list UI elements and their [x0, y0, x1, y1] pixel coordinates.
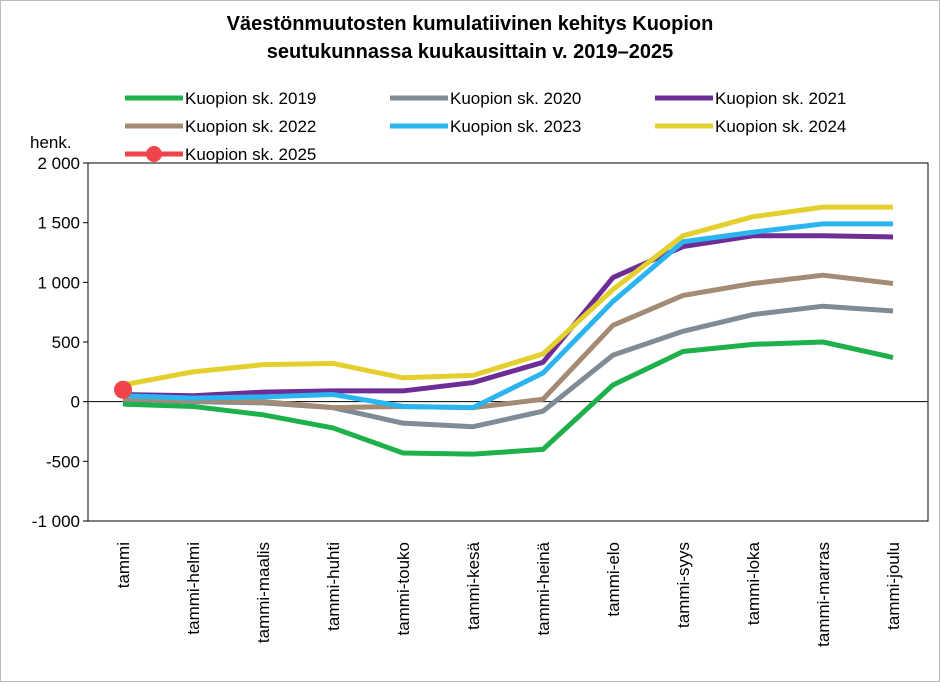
legend-label: Kuopion sk. 2022: [185, 117, 316, 136]
x-tick-label: tammi: [114, 542, 133, 588]
point-marker: [114, 380, 132, 399]
y-axis-label: henk.: [30, 133, 72, 152]
x-tick-label: tammi-elo: [604, 542, 623, 617]
chart-title: Väestönmuutosten kumulatiivinen kehitys …: [227, 13, 714, 35]
x-tick-label: tammi-helmi: [184, 542, 203, 635]
legend-label: Kuopion sk. 2023: [450, 117, 581, 136]
legend-label: Kuopion sk. 2020: [450, 89, 581, 108]
y-tick-label: 0: [71, 393, 80, 412]
series-line: [122, 339, 894, 457]
series-line: [122, 233, 894, 399]
x-tick-label: tammi-touko: [394, 542, 413, 636]
y-tick-label: 1 000: [37, 273, 80, 292]
series-line: [122, 204, 893, 388]
x-tick-label: tammi-loka: [744, 541, 763, 625]
legend-label: Kuopion sk. 2021: [715, 89, 846, 108]
series-line: [122, 221, 893, 411]
x-tick-label: tammi-huhti: [324, 542, 343, 631]
legend-label: Kuopion sk. 2024: [715, 117, 846, 136]
legend-label: Kuopion sk. 2019: [185, 89, 316, 108]
y-tick-label: -1 000: [32, 512, 80, 531]
x-tick-label: tammi-marras: [814, 542, 833, 647]
legend-label: Kuopion sk. 2025: [185, 145, 316, 164]
x-tick-label: tammi-heinä: [534, 541, 553, 635]
y-tick-label: 500: [52, 333, 80, 352]
y-tick-label: 1 500: [37, 214, 80, 233]
x-tick-label: tammi-syys: [674, 542, 693, 628]
x-tick-label: tammi-kesä: [464, 541, 483, 629]
chart-title: seutukunnassa kuukausittain v. 2019–2025: [267, 41, 674, 63]
y-tick-label: 2 000: [37, 154, 80, 173]
series-line: [122, 272, 894, 411]
legend-marker: [146, 146, 162, 162]
x-tick-label: tammi-maalis: [254, 542, 273, 643]
x-tick-label: tammi-joulu: [884, 542, 903, 630]
y-tick-label: -500: [46, 452, 80, 471]
